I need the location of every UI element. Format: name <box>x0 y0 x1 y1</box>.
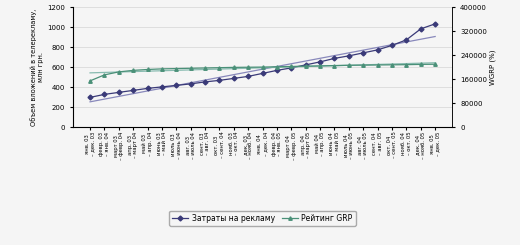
Рейтинг GRP <box>231 66 237 69</box>
Рейтинг GRP <box>389 63 395 66</box>
Рейтинг GRP <box>259 66 266 69</box>
Рейтинг GRP <box>331 64 337 67</box>
Затраты на рекламу <box>231 77 237 80</box>
Line: Рейтинг GRP: Рейтинг GRP <box>88 62 437 83</box>
Рейтинг GRP <box>173 67 179 70</box>
Рейтинг GRP <box>159 67 165 70</box>
Затраты на рекламу <box>389 44 395 47</box>
Затраты на рекламу <box>259 72 266 75</box>
Legend: Затраты на рекламу, Рейтинг GRP: Затраты на рекламу, Рейтинг GRP <box>170 210 356 226</box>
Затраты на рекламу <box>374 49 381 51</box>
Затраты на рекламу <box>274 69 280 72</box>
Затраты на рекламу <box>101 93 108 96</box>
Затраты на рекламу <box>331 57 337 60</box>
Рейтинг GRP <box>130 69 136 72</box>
Рейтинг GRP <box>274 65 280 68</box>
Затраты на рекламу <box>404 38 410 41</box>
Рейтинг GRP <box>288 65 294 68</box>
Затраты на рекламу <box>418 27 424 30</box>
Затраты на рекламу <box>360 51 367 54</box>
Затраты на рекламу <box>159 86 165 88</box>
Затраты на рекламу <box>188 82 194 85</box>
Рейтинг GRP <box>374 63 381 66</box>
Рейтинг GRP <box>303 65 309 68</box>
Затраты на рекламу <box>87 96 93 99</box>
Рейтинг GRP <box>360 64 367 67</box>
Затраты на рекламу <box>115 91 122 94</box>
Рейтинг GRP <box>245 66 251 69</box>
Рейтинг GRP <box>216 66 223 69</box>
Line: Затраты на рекламу: Затраты на рекламу <box>88 22 437 99</box>
Рейтинг GRP <box>202 66 208 69</box>
Затраты на рекламу <box>145 87 151 90</box>
Рейтинг GRP <box>188 67 194 70</box>
Затраты на рекламу <box>245 75 251 78</box>
Затраты на рекламу <box>202 80 208 83</box>
Y-axis label: WGRP (%): WGRP (%) <box>490 50 496 85</box>
Затраты на рекламу <box>216 79 223 82</box>
Рейтинг GRP <box>145 68 151 71</box>
Затраты на рекламу <box>173 84 179 87</box>
Рейтинг GRP <box>87 79 93 82</box>
Затраты на рекламу <box>346 54 352 57</box>
Y-axis label: Объем вложений в телерекламу,
млн грн.: Объем вложений в телерекламу, млн грн. <box>30 9 44 126</box>
Рейтинг GRP <box>404 63 410 66</box>
Затраты на рекламу <box>317 61 323 63</box>
Рейтинг GRP <box>346 64 352 67</box>
Затраты на рекламу <box>288 66 294 69</box>
Затраты на рекламу <box>432 22 438 25</box>
Рейтинг GRP <box>418 63 424 66</box>
Рейтинг GRP <box>317 64 323 67</box>
Рейтинг GRP <box>115 70 122 73</box>
Рейтинг GRP <box>101 74 108 76</box>
Затраты на рекламу <box>303 63 309 66</box>
Затраты на рекламу <box>130 89 136 92</box>
Рейтинг GRP <box>432 63 438 66</box>
